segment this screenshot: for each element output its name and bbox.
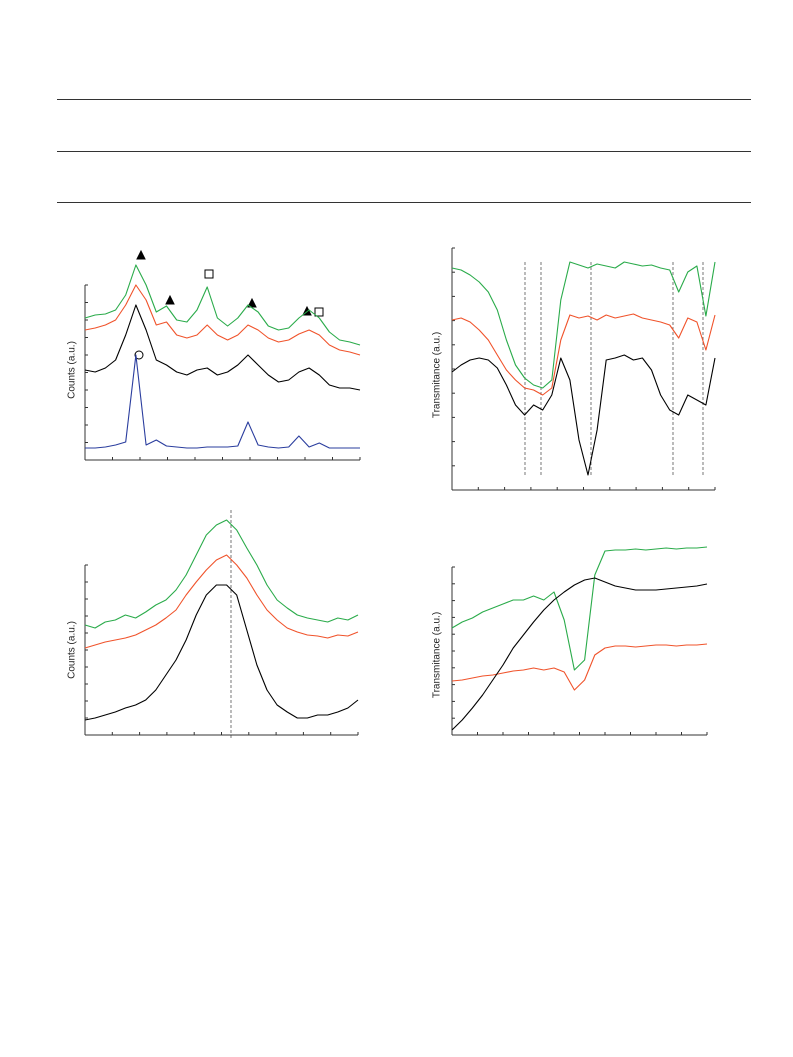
square-marker (204, 269, 214, 279)
series-line (451, 546, 708, 671)
series-line (451, 577, 708, 731)
rules (57, 99, 751, 203)
y-axis-label: Transmitance (a.u.) (432, 332, 443, 418)
series-line (84, 554, 359, 649)
series-line (451, 643, 708, 691)
series-line (451, 261, 716, 389)
circle-marker (134, 350, 144, 360)
triangle-marker (136, 249, 146, 260)
series-line (84, 304, 361, 391)
series-line (84, 584, 359, 721)
series-line (85, 354, 360, 449)
square-marker (314, 307, 324, 317)
series-line (84, 284, 361, 356)
series-line (451, 354, 716, 476)
series-line (451, 313, 716, 396)
series-line (84, 264, 361, 346)
y-axis-label: Counts (a.u.) (67, 621, 78, 679)
y-axis-label: Counts (a.u.) (67, 341, 78, 399)
markers (134, 249, 324, 360)
series-line (84, 519, 359, 629)
triangle-marker (165, 294, 175, 305)
y-axis-label: Transmitance (a.u.) (432, 612, 443, 698)
triangle-marker (247, 297, 257, 308)
